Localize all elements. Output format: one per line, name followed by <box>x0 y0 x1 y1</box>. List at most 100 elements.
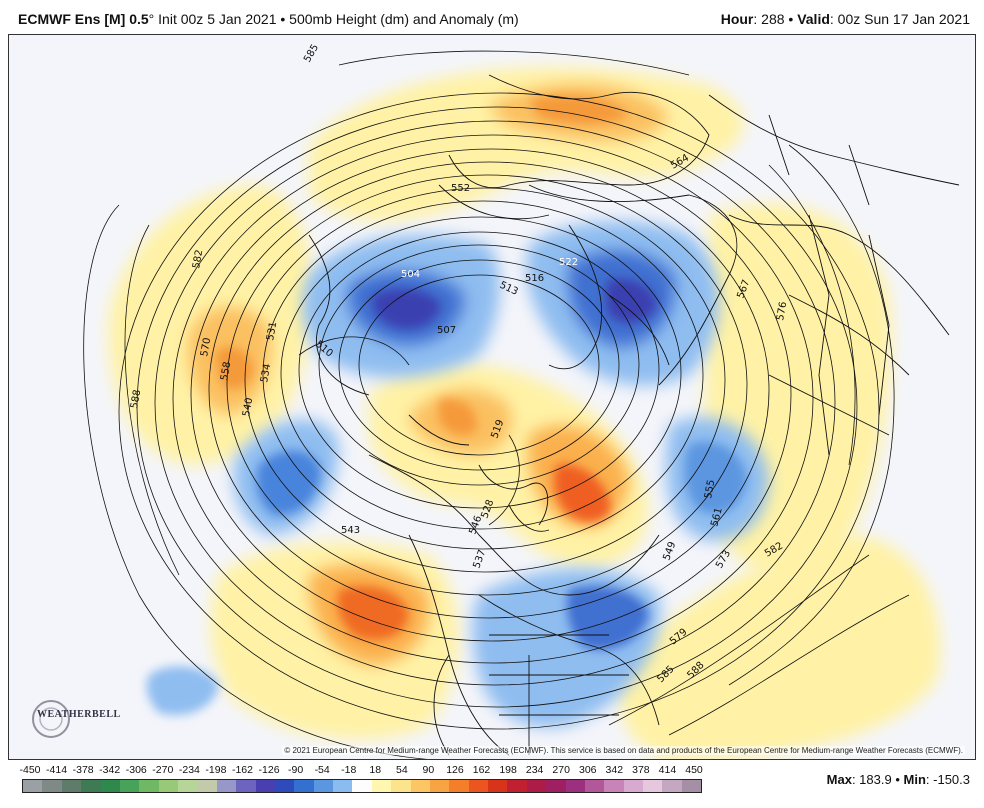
legend-swatch <box>604 780 624 792</box>
map-svg: 504 510 507 516 513 522 552 564 567 576 … <box>9 35 975 759</box>
legend-tick-label: 90 <box>422 764 435 776</box>
contour-label: 522 <box>559 257 578 268</box>
legend-swatch <box>352 780 372 792</box>
legend-swatch <box>255 780 275 792</box>
contour-label: 555 <box>703 479 717 500</box>
legend-swatch <box>139 780 159 792</box>
legend-swatch <box>23 780 43 792</box>
legend-tick-label: 342 <box>605 764 624 776</box>
map-panel: 504 510 507 516 513 522 552 564 567 576 … <box>8 34 976 760</box>
min-value: : -150.3 <box>925 772 970 787</box>
legend-tick-label: 162 <box>472 764 491 776</box>
legend-tick-label: 18 <box>369 764 382 776</box>
contour-label: 558 <box>219 361 233 382</box>
logo-text: WEATHERBELL <box>37 709 121 720</box>
hour-value: : 288 <box>753 11 785 27</box>
legend-tick-label: -54 <box>314 764 330 776</box>
max-min-readout: Max: 183.9 • Min: -150.3 <box>827 772 970 787</box>
legend-tick-label: -378 <box>72 764 94 776</box>
contour-label: 582 <box>191 249 205 270</box>
contour-label: 588 <box>129 389 143 410</box>
header: ECMWF Ens [M] 0.5° Init 00z 5 Jan 2021 •… <box>0 0 984 34</box>
valid-value: : 00z Sun 17 Jan 2021 <box>829 11 970 27</box>
degree-symbol: ° <box>148 11 155 27</box>
legend-tick-label: 54 <box>395 764 408 776</box>
legend-tick-labels: -450 -414 -378 -342 -306 -270 -234 -198 -162 -126… <box>18 764 708 778</box>
legend-tick-label: 306 <box>578 764 597 776</box>
contour-label: 531 <box>265 321 279 342</box>
legend-tick-label: -18 <box>341 764 357 776</box>
legend-swatch <box>565 780 585 792</box>
legend-swatch <box>178 780 198 792</box>
copyright-credit: © 2021 European Centre for Medium-range … <box>282 746 965 755</box>
legend-swatch <box>216 780 237 792</box>
legend-color-bar <box>22 779 702 793</box>
model-name: ECMWF Ens [M] 0.5 <box>18 11 149 27</box>
contour-label: 576 <box>775 301 789 322</box>
contour-label: 516 <box>525 273 544 284</box>
height-contours <box>83 50 910 759</box>
legend-swatch <box>158 780 178 792</box>
legend-swatch <box>643 780 663 792</box>
legend-swatch <box>410 780 430 792</box>
contour-label: 561 <box>709 506 725 527</box>
hour-label: Hour <box>720 11 754 27</box>
max-label: Max <box>826 772 852 787</box>
legend-swatch <box>449 780 469 792</box>
legend-swatch <box>313 780 333 792</box>
legend-tick-label: -342 <box>99 764 121 776</box>
weatherbell-logo: WEATHERBELL <box>23 691 120 741</box>
legend-tick-label: -414 <box>46 764 68 776</box>
contour-label: 507 <box>437 325 456 336</box>
legend-swatch <box>333 780 353 792</box>
valid-label: Valid <box>797 11 830 27</box>
legend-swatch <box>391 780 411 792</box>
legend-tick-label: -90 <box>288 764 304 776</box>
legend-swatch <box>488 780 508 792</box>
legend-tick-label: 126 <box>446 764 464 776</box>
legend-tick-label: -198 <box>205 764 227 776</box>
legend-swatch <box>81 780 101 792</box>
separator: • <box>788 11 794 27</box>
field-name: 500mb Height (dm) and Anomaly (m) <box>289 11 519 27</box>
legend-swatch <box>662 780 682 792</box>
contour-label: 552 <box>451 183 470 194</box>
legend-tick-label: -450 <box>19 764 41 776</box>
legend-swatch <box>274 780 295 792</box>
negative-anomaly-shading <box>146 221 769 728</box>
legend-tick-label: -270 <box>152 764 174 776</box>
contour-label: 534 <box>259 363 273 384</box>
init-time: Init 00z 5 Jan 2021 <box>158 11 277 27</box>
legend-swatch <box>429 780 450 792</box>
legend-swatch <box>100 780 120 792</box>
legend-swatch <box>294 780 314 792</box>
legend-tick-label: 414 <box>658 764 677 776</box>
legend-swatch <box>42 780 62 792</box>
max-value: : 183.9 <box>851 772 892 787</box>
legend-swatch <box>236 780 256 792</box>
legend-swatch <box>681 780 702 792</box>
legend-swatch <box>61 780 82 792</box>
legend-swatch <box>584 780 605 792</box>
legend-swatch <box>119 780 140 792</box>
contour-label: 543 <box>341 525 360 536</box>
legend-swatch <box>507 780 527 792</box>
legend-swatch <box>623 780 643 792</box>
contour-label: 504 <box>401 269 420 280</box>
legend-swatch <box>546 780 566 792</box>
separator: • <box>280 11 286 27</box>
contour-label: 570 <box>199 337 213 358</box>
legend-tick-label: 234 <box>525 764 544 776</box>
valid-time-info: Hour: 288 • Valid: 00z Sun 17 Jan 2021 <box>721 11 970 27</box>
legend-tick-label: -126 <box>258 764 280 776</box>
legend-swatch <box>197 780 217 792</box>
legend-tick-label: 378 <box>632 764 650 776</box>
legend-swatch <box>526 780 547 792</box>
coastlines <box>308 74 960 756</box>
legend-swatch <box>468 780 488 792</box>
legend-tick-label: -162 <box>231 764 253 776</box>
separator: • <box>895 772 900 787</box>
contour-label: 540 <box>241 397 255 418</box>
legend-tick-label: -234 <box>178 764 200 776</box>
legend-tick-label: 450 <box>685 764 703 776</box>
